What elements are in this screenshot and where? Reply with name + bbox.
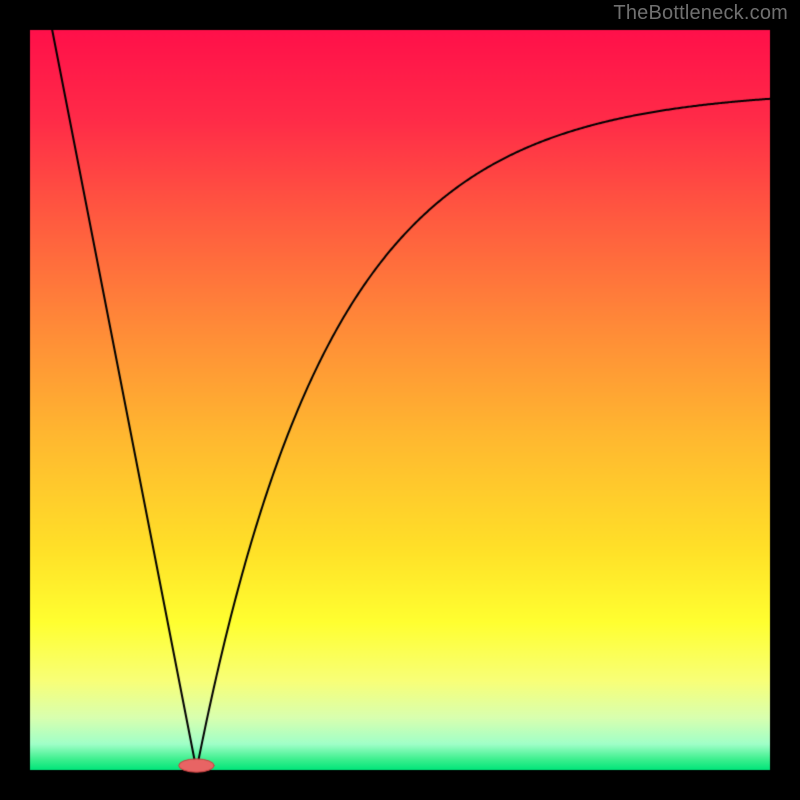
bottleneck-chart-canvas bbox=[0, 0, 800, 800]
chart-container: TheBottleneck.com bbox=[0, 0, 800, 800]
watermark-text: TheBottleneck.com bbox=[613, 2, 788, 25]
